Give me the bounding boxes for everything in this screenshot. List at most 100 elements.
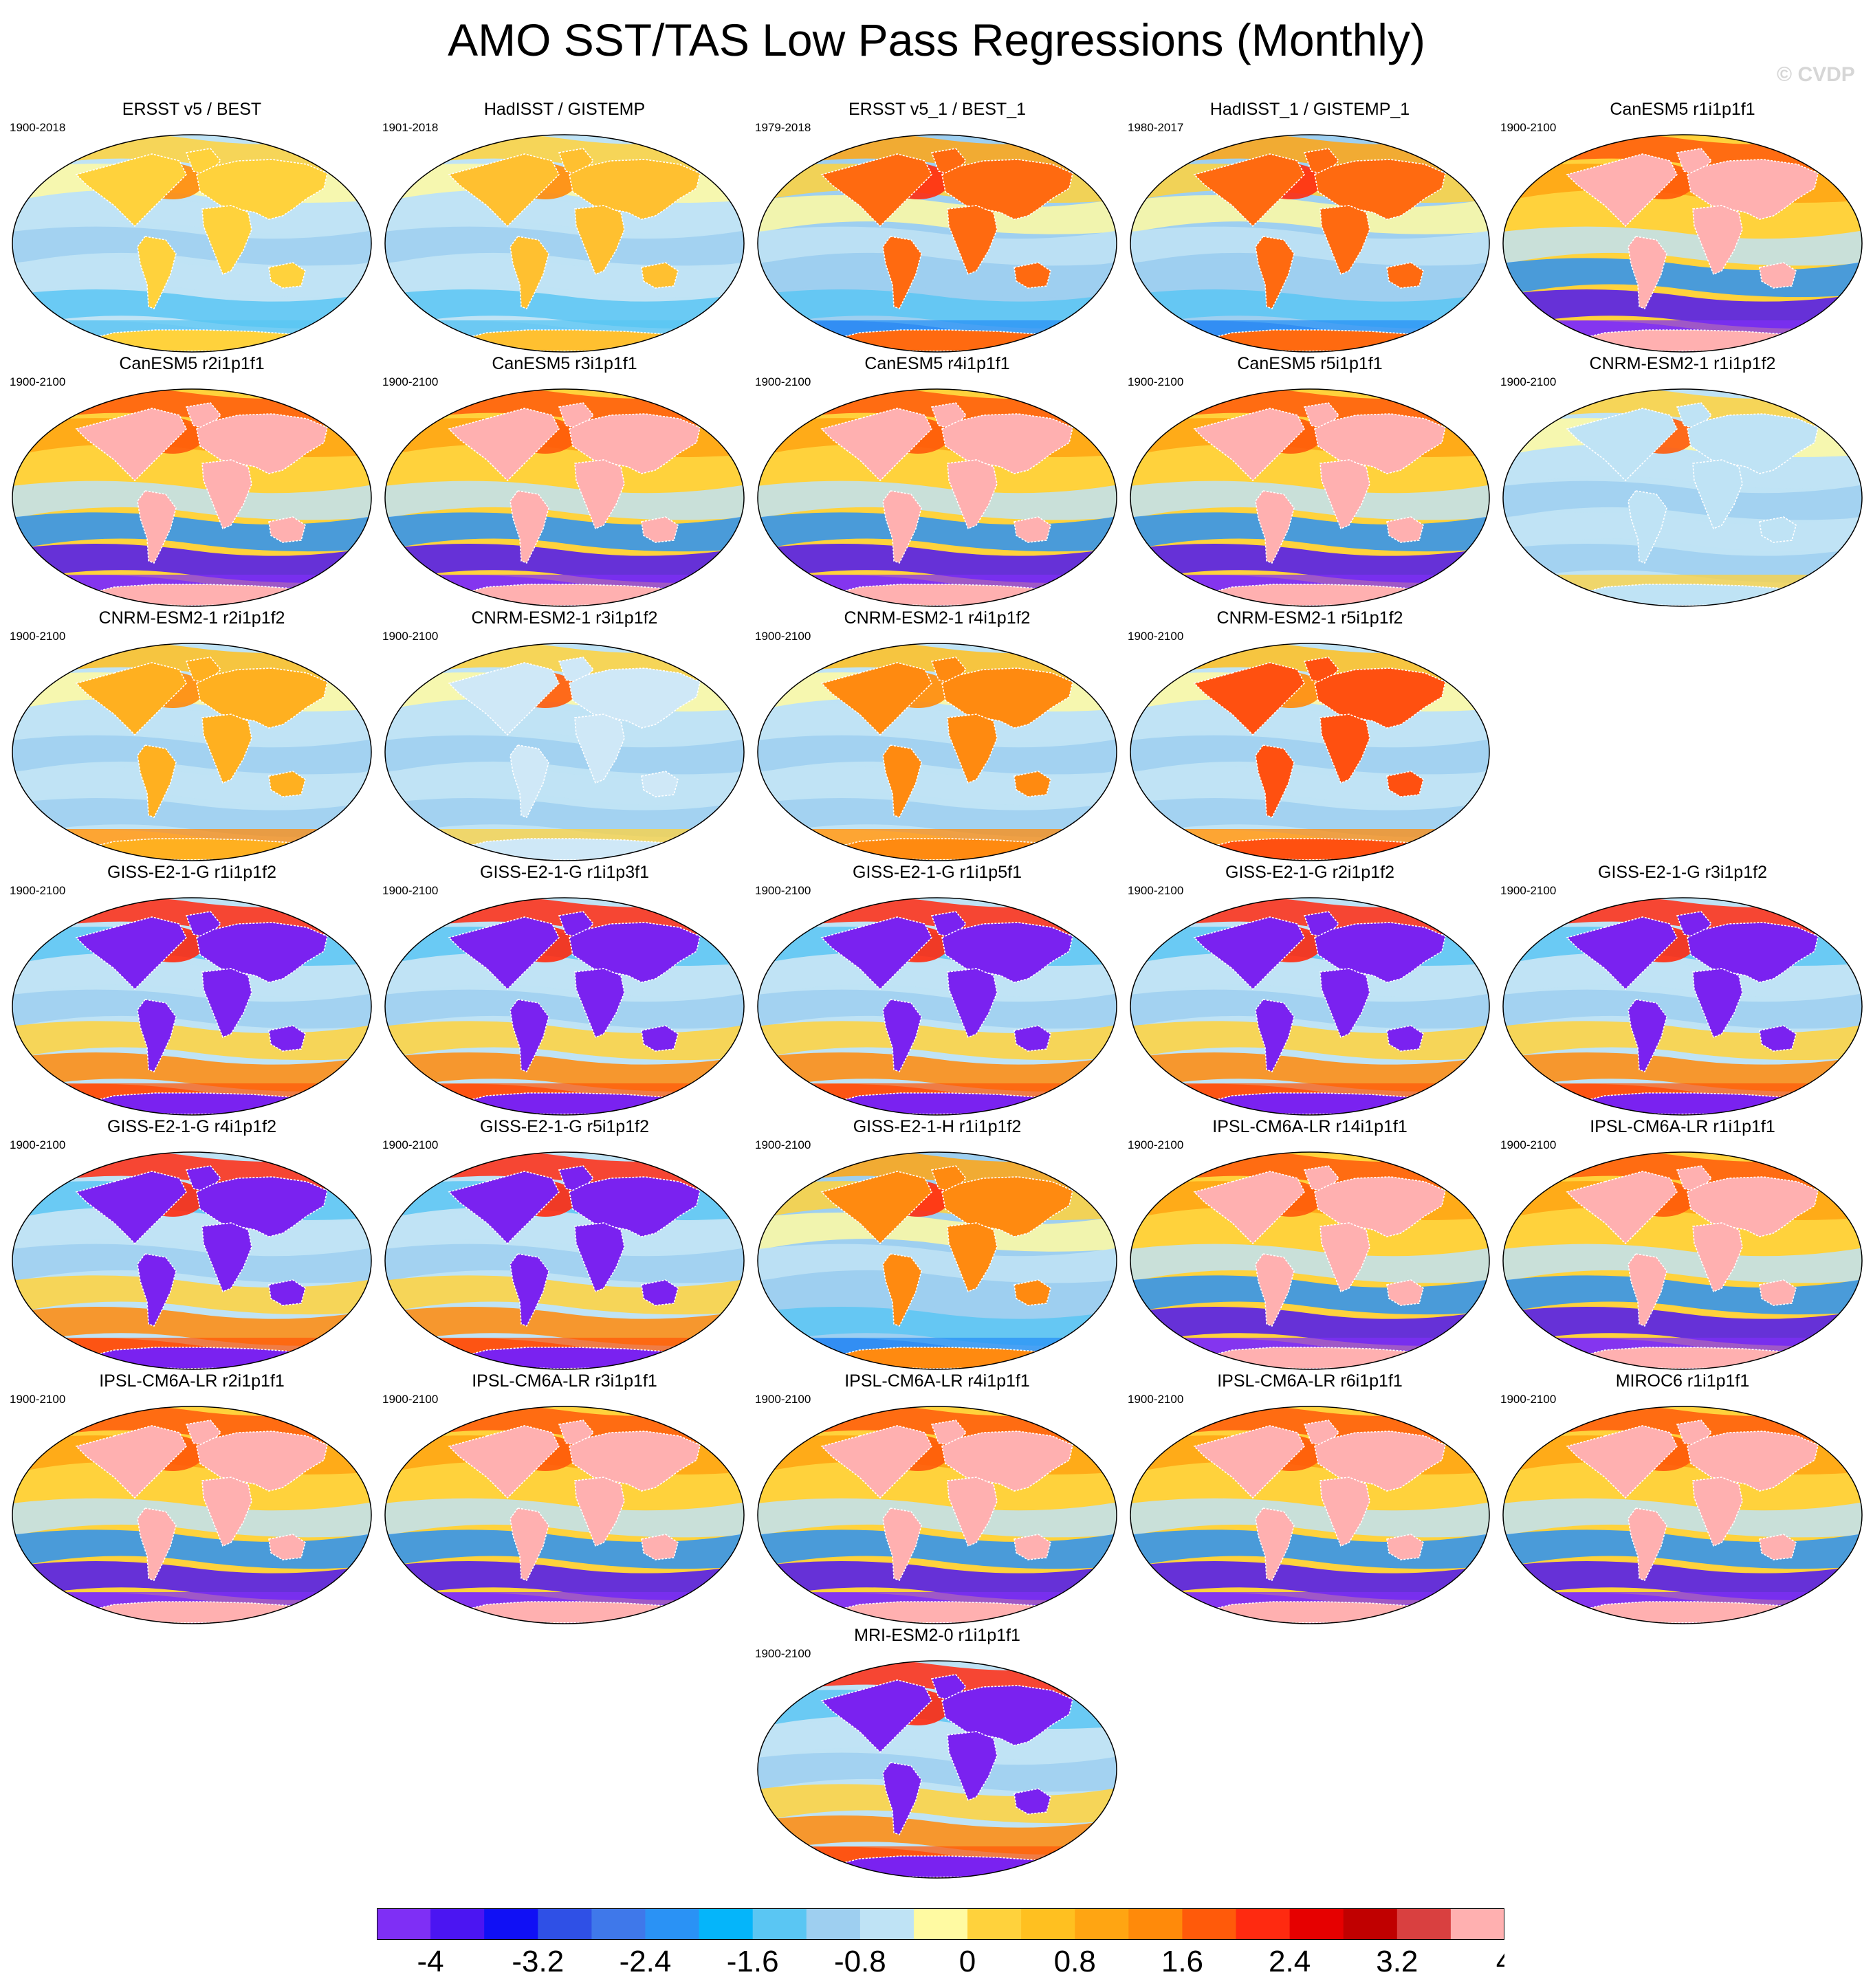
land-mass: [510, 744, 549, 819]
map-globe: [12, 388, 372, 607]
land-mass: [201, 714, 252, 784]
land-mass: [510, 1253, 549, 1327]
map-panel: CNRM-ESM2-1 r2i1p1f2 1900-2100: [6, 608, 378, 863]
value-band: [12, 481, 371, 520]
land-mass: [820, 1425, 932, 1499]
land-mass: [1759, 262, 1797, 289]
land-mass: [831, 1347, 1061, 1369]
map-globe: [1502, 897, 1863, 1116]
land-mass: [641, 771, 679, 797]
map-globe: [757, 897, 1117, 1116]
map-globe: [1130, 1151, 1490, 1370]
panel-title: GISS-E2-1-G r2i1p1f2: [1225, 863, 1394, 882]
colorbar-swatch: [1021, 1908, 1075, 1940]
value-band: [1503, 1561, 1862, 1600]
panel-title: CNRM-ESM2-1 r1i1p1f2: [1589, 354, 1776, 373]
map-panel: CNRM-ESM2-1 r5i1p1f2 1900-2100: [1124, 608, 1496, 863]
land-mass: [1386, 1025, 1424, 1052]
land-mass: [882, 1507, 922, 1582]
land-mass: [574, 205, 625, 276]
colorbar-tick-label: 4: [1496, 1945, 1504, 1977]
globe-outline: [1502, 134, 1863, 353]
value-band: [758, 544, 1117, 583]
map-globe: [757, 1660, 1117, 1879]
land-mass: [947, 205, 998, 276]
value-band: [758, 703, 1117, 743]
land-mass: [1692, 459, 1743, 530]
southern-ocean-anomaly: [758, 1592, 1117, 1607]
land-mass: [1566, 916, 1678, 991]
globe-outline: [384, 388, 745, 607]
value-band: [12, 735, 371, 775]
land-mass: [574, 968, 625, 1039]
panel-title: CNRM-ESM2-1 r4i1p1f2: [844, 608, 1031, 628]
land-mass: [75, 408, 187, 482]
land-mass: [1577, 584, 1806, 606]
land-mass: [1759, 1279, 1797, 1306]
colorbar-swatch: [484, 1908, 538, 1940]
land-mass: [510, 236, 549, 310]
panel-title: GISS-E2-1-G r1i1p1f2: [107, 863, 276, 882]
land-mass: [1759, 1534, 1797, 1560]
globe-outline: [12, 388, 372, 607]
land-mass: [1628, 1507, 1667, 1582]
land-mass: [196, 922, 328, 983]
land-mass: [86, 329, 316, 352]
land-mass: [196, 1176, 328, 1237]
land-mass: [882, 1253, 922, 1327]
panel-period: 1900-2100: [10, 1393, 66, 1406]
panel-period: 1900-2100: [755, 375, 811, 388]
map-globe: [757, 134, 1117, 353]
panel-title: IPSL-CM6A-LR r1i1p1f1: [1590, 1117, 1775, 1136]
land-mass: [201, 1222, 252, 1293]
value-band: [758, 989, 1117, 1029]
map-panel: GISS-E2-1-G r1i1p1f2 1900-2100: [6, 862, 378, 1118]
southern-ocean-anomaly: [1503, 1338, 1862, 1353]
land-mass: [448, 1425, 560, 1499]
value-band: [385, 1466, 744, 1506]
value-band: [758, 1752, 1117, 1792]
land-mass: [268, 516, 306, 543]
globe-outline: [757, 897, 1117, 1116]
value-band: [1503, 1052, 1862, 1092]
land-mass: [1255, 1507, 1295, 1582]
map-panel: IPSL-CM6A-LR r2i1p1f1 1900-2100: [6, 1371, 378, 1626]
value-band: [758, 1721, 1117, 1760]
land-mass: [574, 1222, 625, 1293]
map-panel: MRI-ESM2-0 r1i1p1f1 1900-2100: [751, 1625, 1124, 1881]
panel-period: 1900-2100: [755, 1393, 811, 1406]
panel-period: 1979-2018: [755, 121, 811, 134]
land-mass: [1687, 1431, 1819, 1492]
colorbar-swatch: [806, 1908, 861, 1940]
map-globe: [1130, 897, 1490, 1116]
land-mass: [569, 922, 701, 983]
land-mass: [941, 1176, 1073, 1237]
land-mass: [1692, 1222, 1743, 1293]
colorbar-tick-label: -3.2: [512, 1945, 564, 1977]
panel-period: 1900-2100: [1500, 884, 1557, 897]
globe-outline: [12, 897, 372, 1116]
panel-period: 1900-2100: [382, 884, 439, 897]
land-mass: [268, 262, 306, 289]
land-mass: [569, 667, 701, 729]
map-globe: [1130, 134, 1490, 353]
panel-period: 1900-2100: [382, 1138, 439, 1151]
value-band: [1503, 195, 1862, 234]
colorbar-swatch: [645, 1908, 700, 1940]
value-band: [1130, 195, 1489, 234]
land-mass: [1628, 490, 1667, 564]
land-mass: [137, 236, 177, 310]
land-mass: [574, 714, 625, 784]
value-band: [12, 1244, 371, 1283]
land-mass: [1255, 236, 1295, 310]
land-mass: [201, 968, 252, 1039]
panel-period: 1900-2100: [1128, 1138, 1184, 1151]
land-mass: [831, 1092, 1061, 1115]
map-globe: [1502, 388, 1863, 607]
land-mass: [1319, 205, 1370, 276]
value-band: [385, 1561, 744, 1600]
colorbar-swatch: [1128, 1908, 1183, 1940]
panel-title: IPSL-CM6A-LR r2i1p1f1: [99, 1371, 285, 1391]
land-mass: [459, 838, 688, 861]
map-globe: [1130, 643, 1490, 861]
